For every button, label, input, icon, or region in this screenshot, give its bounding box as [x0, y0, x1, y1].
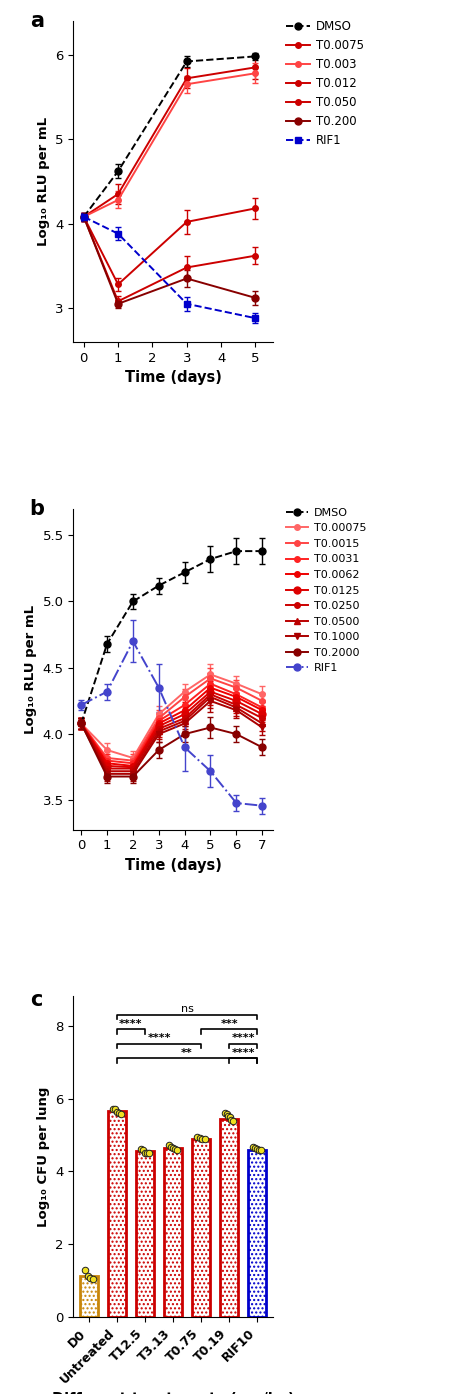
Point: [137, 1138, 145, 1160]
Bar: [80, 1277, 98, 1317]
Point: [145, 1142, 153, 1164]
Point: [117, 1103, 125, 1125]
Point: [141, 1142, 149, 1164]
Text: ****: ****: [147, 1033, 171, 1043]
Point: [225, 1105, 232, 1128]
Bar: [164, 1147, 182, 1317]
Legend: DMSO, T0.0075, T0.003, T0.012, T0.050, T0.200, RIF1: DMSO, T0.0075, T0.003, T0.012, T0.050, T…: [286, 21, 364, 146]
Point: [86, 1267, 94, 1289]
Point: [201, 1128, 209, 1150]
Point: [253, 1138, 261, 1160]
Bar: [248, 1150, 266, 1317]
Point: [228, 1108, 235, 1131]
Point: [167, 1136, 175, 1158]
Point: [111, 1098, 119, 1121]
Point: [249, 1136, 257, 1158]
Y-axis label: Log₁₀ RLU per mL: Log₁₀ RLU per mL: [36, 117, 50, 245]
Point: [89, 1269, 97, 1291]
X-axis label: Time (days): Time (days): [125, 857, 221, 873]
Text: **: **: [181, 1048, 193, 1058]
Point: [173, 1139, 181, 1161]
X-axis label: Time (days): Time (days): [125, 369, 221, 385]
Y-axis label: Log₁₀ RLU per mL: Log₁₀ RLU per mL: [24, 605, 37, 733]
Point: [171, 1138, 179, 1160]
Y-axis label: Log₁₀ CFU per lung: Log₁₀ CFU per lung: [36, 1087, 50, 1227]
Text: ns: ns: [181, 1004, 193, 1013]
Point: [193, 1126, 201, 1149]
Legend: DMSO, T0.00075, T0.0015, T0.0031, T0.0062, T0.0125, T0.0250, T0.0500, T0.1000, T: DMSO, T0.00075, T0.0015, T0.0031, T0.006…: [286, 507, 366, 673]
Text: a: a: [30, 11, 44, 31]
Text: ****: ****: [119, 1019, 143, 1029]
Point: [169, 1136, 177, 1158]
Point: [199, 1128, 206, 1150]
Text: ****: ****: [231, 1048, 255, 1058]
Point: [81, 1259, 89, 1281]
Text: ***: ***: [220, 1019, 238, 1029]
Point: [84, 1266, 91, 1288]
Point: [223, 1103, 230, 1125]
Point: [115, 1103, 123, 1125]
Point: [109, 1097, 117, 1119]
Point: [226, 1107, 234, 1129]
Point: [229, 1110, 237, 1132]
Point: [113, 1101, 121, 1124]
Point: [221, 1103, 229, 1125]
Text: ****: ****: [231, 1033, 255, 1043]
Bar: [108, 1111, 126, 1317]
Point: [251, 1136, 259, 1158]
Point: [257, 1139, 265, 1161]
Bar: [137, 1151, 154, 1317]
Point: [139, 1139, 147, 1161]
X-axis label: Different treatments (mg/kg): Different treatments (mg/kg): [52, 1393, 294, 1394]
Point: [196, 1126, 203, 1149]
Bar: [192, 1139, 210, 1317]
Point: [165, 1135, 173, 1157]
Bar: [220, 1118, 238, 1317]
Text: b: b: [30, 499, 45, 519]
Text: c: c: [30, 990, 42, 1011]
Point: [255, 1139, 263, 1161]
Point: [143, 1142, 151, 1164]
